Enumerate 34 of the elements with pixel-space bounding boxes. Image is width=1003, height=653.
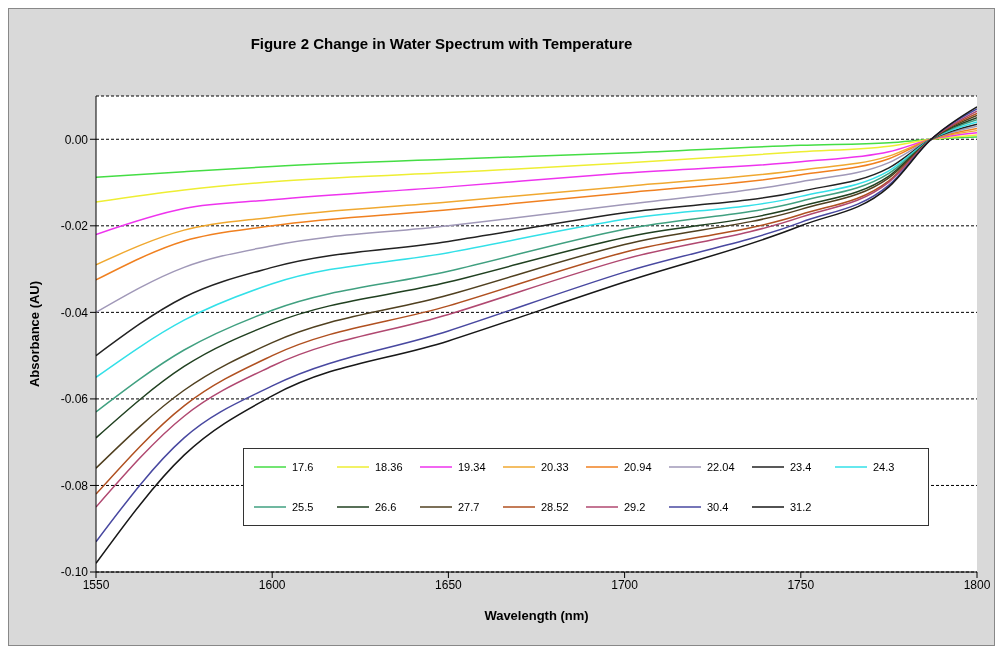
y-tick-label: 0.00	[64, 132, 89, 147]
x-tick-label: 1650	[435, 577, 463, 592]
y-tick-label: -0.02	[60, 219, 89, 234]
chart-title: Figure 2 Change in Water Spectrum with Temperature	[249, 35, 634, 52]
line-series	[96, 132, 977, 236]
legend-label: 23.4	[790, 461, 812, 473]
line-series	[96, 136, 977, 179]
x-tick-label: 1700	[611, 577, 639, 592]
y-axis-title: Absorbance (AU)	[26, 280, 42, 388]
y-tick-label: -0.08	[60, 478, 89, 493]
x-tick-label: 1750	[787, 577, 815, 592]
legend-label: 18.36	[375, 461, 403, 473]
legend-label: 20.94	[624, 461, 652, 473]
legend-label: 24.3	[873, 461, 895, 473]
x-axis-title: Wavelength (nm)	[484, 608, 589, 623]
legend-label: 22.04	[707, 461, 735, 473]
legend-label: 20.33	[541, 461, 569, 473]
legend-label: 27.7	[458, 501, 480, 513]
y-tick-label: -0.10	[60, 565, 89, 580]
x-tick-label: 1600	[258, 577, 286, 592]
x-tick-label: 1550	[82, 577, 110, 592]
legend-label: 30.4	[707, 501, 729, 513]
legend-label: 25.5	[292, 501, 314, 513]
line-series	[96, 125, 977, 314]
legend-label: 31.2	[790, 501, 812, 513]
y-tick-label: -0.06	[60, 392, 89, 407]
x-tick-label: 1800	[963, 577, 991, 592]
legend-label: 17.6	[292, 461, 314, 473]
legend-label: 19.34	[458, 461, 486, 473]
y-tick-label: -0.04	[60, 305, 89, 320]
legend-label: 29.2	[624, 501, 646, 513]
legend-label: 28.52	[541, 501, 569, 513]
legend-label: 26.6	[375, 501, 397, 513]
line-series	[96, 134, 977, 203]
